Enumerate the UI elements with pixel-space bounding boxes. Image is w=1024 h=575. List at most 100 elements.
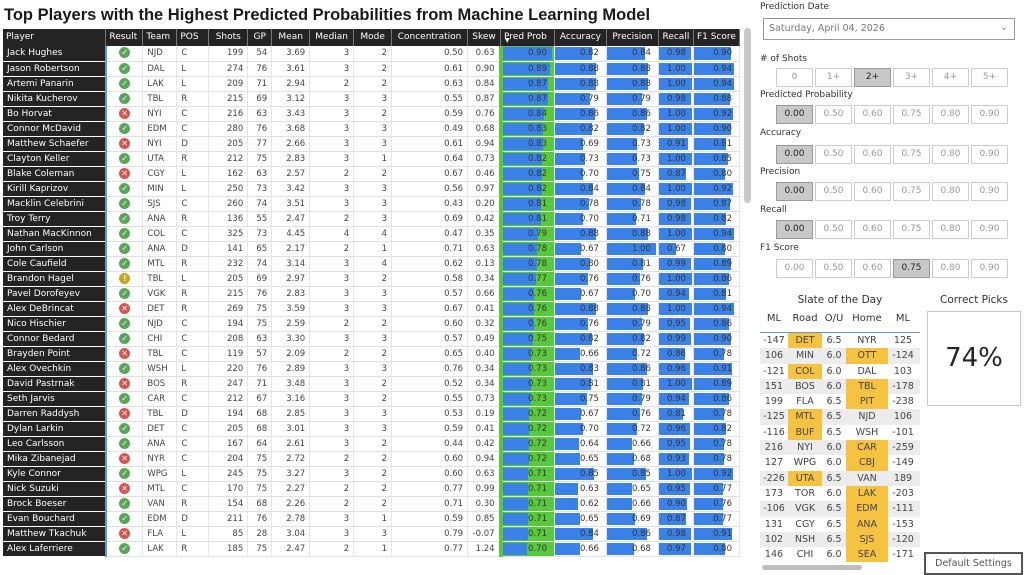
- predicted-probability-option[interactable]: 0.00: [776, 105, 813, 124]
- column-header-f1-score[interactable]: F1 Score: [693, 29, 741, 46]
- column-header-team[interactable]: Team: [142, 29, 178, 46]
- f1-score-option[interactable]: 0.90: [971, 259, 1008, 278]
- table-row[interactable]: Alex Ovechkin ✓ WSH L 220 76 2.89 3 3 0.76 0.34 0.7…: [3, 361, 741, 377]
- table-row[interactable]: Blake Coleman ✕ CGY L 162 63 2.57 2 2 0.67 0.46 0.8…: [3, 166, 741, 182]
- predicted-probability-option[interactable]: 0.60: [854, 105, 891, 124]
- shots-option[interactable]: 0: [776, 68, 813, 87]
- shots-option[interactable]: 2+: [854, 68, 891, 87]
- table-row[interactable]: Evan Bouchard ✓ EDM D 211 76 2.78 3 1 0.59 0.85 0.7…: [3, 511, 741, 527]
- table-row[interactable]: Brandon Hagel! TBL L 205 69 2.97 3 2 0.58 0.34 0.7…: [3, 271, 741, 287]
- team-cell: ANA: [142, 436, 178, 452]
- column-header-recall[interactable]: Recall: [658, 29, 694, 46]
- table-row[interactable]: Seth Jarvis ✓ CAR C 212 67 3.16 3 2 0.55 0.73 0.73 0…: [3, 391, 741, 407]
- table-row[interactable]: Alex DeBrincat ✕ DET R 269 75 3.59 3 3 0.67 0.41 0.…: [3, 301, 741, 317]
- f1-score-option[interactable]: 0.50: [815, 259, 852, 278]
- predicted-probability-option[interactable]: 0.80: [932, 105, 969, 124]
- table-row[interactable]: Kirill Kaprizov ✓ MIN L 250 73 3.42 3 3 0.56 0.97 0…: [3, 181, 741, 197]
- recall-option[interactable]: 0.90: [971, 220, 1008, 239]
- table-row[interactable]: Dylan Larkin ✓ DET C 205 68 3.01 3 3 0.59 0.41 0.72…: [3, 421, 741, 437]
- slate-road-ml: 151: [764, 380, 784, 392]
- table-row[interactable]: Artemi Panarin ✓ LAK L 209 71 2.94 2 2 0.63 0.84 0.…: [3, 76, 741, 92]
- shots-option[interactable]: 3+: [893, 68, 930, 87]
- table-row[interactable]: Cole Caufield ✓ MTL R 232 74 3.14 3 4 0.62 0.13 0.7…: [3, 256, 741, 272]
- table-row[interactable]: Troy Terry ✓ ANA R 136 55 2.47 2 3 0.69 0.42 0.81 0.…: [3, 211, 741, 227]
- table-row[interactable]: Leo Carlsson ✓ ANA C 167 64 2.61 3 2 0.44 0.42 0.72…: [3, 436, 741, 452]
- table-row[interactable]: Kyle Connor ✓ WPG L 245 75 3.27 3 2 0.60 0.63 0.71 0…: [3, 466, 741, 482]
- result-cell: ✓: [105, 151, 144, 167]
- column-header-mean[interactable]: Mean: [271, 29, 311, 46]
- gp-cell: 75: [247, 451, 273, 467]
- precision-option[interactable]: 0.00: [776, 182, 813, 201]
- predicted-probability-option[interactable]: 0.90: [971, 105, 1008, 124]
- table-row[interactable]: Nico Hischier ✓ NJD C 194 75 2.59 2 2 0.60 0.32 0.7…: [3, 316, 741, 332]
- table-row[interactable]: Connor McDavid ✓ EDM C 280 76 3.68 3 3 0.49 0.68 0.…: [3, 121, 741, 137]
- accuracy-option[interactable]: 0.80: [932, 145, 969, 164]
- column-header-shots[interactable]: Shots: [208, 29, 249, 46]
- f1-value: 0.94: [713, 303, 732, 314]
- prediction-date-dropdown[interactable]: Saturday, April 04, 2026 ⌄: [763, 18, 1015, 40]
- table-row[interactable]: Brayden Point ✕ TBL C 119 57 2.09 2 2 0.65 0.40 0.7…: [3, 346, 741, 362]
- predicted-probability-option[interactable]: 0.50: [815, 105, 852, 124]
- recall-value: 0.87: [666, 168, 686, 179]
- default-settings-button[interactable]: Default Settings: [924, 552, 1023, 575]
- f1-bar: [693, 47, 732, 60]
- accuracy-option[interactable]: 0.90: [971, 145, 1008, 164]
- table-row[interactable]: Nathan MacKinnon ✓ COL C 325 73 4.45 4 4 0.47 0.35…: [3, 226, 741, 242]
- table-row[interactable]: Pavel Dorofeyev ✓ VGK R 215 76 2.83 3 3 0.57 0.66 0…: [3, 286, 741, 302]
- precision-cell: 0.84: [606, 46, 659, 62]
- column-header-gp[interactable]: GP: [247, 29, 273, 46]
- table-row[interactable]: John Carlson ✓ ANA D 141 65 2.17 2 1 0.71 0.63 0.78…: [3, 241, 741, 257]
- recall-option[interactable]: 0.75: [893, 220, 930, 239]
- shots-option[interactable]: 4+: [932, 68, 969, 87]
- precision-option[interactable]: 0.50: [815, 182, 852, 201]
- table-row[interactable]: Jason Robertson ✓ DAL L 274 76 3.61 3 2 0.61 0.90 0…: [3, 61, 741, 77]
- table-row[interactable]: Bo Horvat ✕ NYI C 216 63 3.43 3 2 0.59 0.76 0.84 0.8…: [3, 106, 741, 122]
- column-header-pos[interactable]: POS: [176, 29, 210, 46]
- column-header-player[interactable]: Player: [3, 29, 107, 46]
- precision-option[interactable]: 0.75: [893, 182, 930, 201]
- f1-score-option[interactable]: 0.80: [932, 259, 969, 278]
- table-row[interactable]: Clayton Keller ✓ UTA R 212 75 2.83 3 1 0.64 0.73 0.…: [3, 151, 741, 167]
- f1-score-option[interactable]: 0.00: [776, 259, 813, 278]
- column-header-concentration[interactable]: Concentration: [391, 29, 469, 46]
- accuracy-option[interactable]: 0.75: [893, 145, 930, 164]
- table-row[interactable]: Macklin Celebrini ✓ SJS C 260 74 3.51 3 3 0.43 0.2…: [3, 196, 741, 212]
- table-row[interactable]: Nikita Kucherov ✓ TBL R 215 69 3.12 3 3 0.55 0.87 0…: [3, 91, 741, 107]
- accuracy-option[interactable]: 0.60: [854, 145, 891, 164]
- f1-score-option[interactable]: 0.60: [854, 259, 891, 278]
- column-header-skew[interactable]: Skew: [467, 29, 502, 46]
- table-row[interactable]: Mika Zibanejad ✕ NYR C 204 75 2.72 2 2 0.60 0.94 0.…: [3, 451, 741, 467]
- recall-option[interactable]: 0.00: [776, 220, 813, 239]
- precision-option[interactable]: 0.80: [932, 182, 969, 201]
- mode-cell: 3: [353, 331, 393, 347]
- shots-option[interactable]: 5+: [971, 68, 1008, 87]
- table-row[interactable]: Darren Raddysh ✕ TBL D 194 68 2.85 3 3 0.53 0.19 0.…: [3, 406, 741, 422]
- table-row[interactable]: Brock Boeser ✓ VAN R 154 68 2.26 2 2 0.71 0.30 0.71…: [3, 496, 741, 512]
- precision-value: 0.86: [631, 108, 651, 119]
- table-row[interactable]: Alex Laferriere ✓ LAK R 185 75 2.47 2 1 0.77 1.24 0…: [3, 541, 741, 557]
- table-row[interactable]: David Pastrnak ✕ BOS R 247 71 3.48 3 2 0.52 0.34 0.…: [3, 376, 741, 392]
- column-header-median[interactable]: Median: [309, 29, 355, 46]
- recall-option[interactable]: 0.60: [854, 220, 891, 239]
- accuracy-option[interactable]: 0.00: [776, 145, 813, 164]
- column-header-mode[interactable]: Mode: [353, 29, 393, 46]
- column-header-pred-prob[interactable]: Pred Prob ▼: [500, 29, 555, 46]
- accuracy-option[interactable]: 0.50: [815, 145, 852, 164]
- table-row[interactable]: Jack Hughes ✓ NJD C 199 54 3.69 3 2 0.50 0.63 0.90 0…: [3, 46, 741, 62]
- table-row[interactable]: Matthew Tkachuk ✕ FLA L 85 28 3.04 3 3 0.79 -0.07 0…: [3, 526, 741, 542]
- table-row[interactable]: Nick Suzuki ✕ MTL C 170 75 2.27 2 2 0.77 0.99 0.71 0…: [3, 481, 741, 497]
- column-header-precision[interactable]: Precision: [606, 29, 659, 46]
- column-header-result[interactable]: Result: [105, 29, 144, 46]
- precision-option[interactable]: 0.60: [854, 182, 891, 201]
- precision-option[interactable]: 0.90: [971, 182, 1008, 201]
- table-row[interactable]: Connor Bedard ✓ CHI C 208 63 3.30 3 3 0.57 0.49 0.7…: [3, 331, 741, 347]
- table-vertical-scrollbar[interactable]: [744, 28, 751, 203]
- table-row[interactable]: Matthew Schaefer ✕ NYI D 205 77 2.66 3 3 0.61 0.94…: [3, 136, 741, 152]
- predicted-probability-option[interactable]: 0.75: [893, 105, 930, 124]
- recall-option[interactable]: 0.80: [932, 220, 969, 239]
- shots-option[interactable]: 1+: [815, 68, 852, 87]
- slate-horizontal-scrollbar[interactable]: [762, 565, 862, 570]
- f1-score-option[interactable]: 0.75: [893, 259, 930, 278]
- recall-option[interactable]: 0.50: [815, 220, 852, 239]
- column-header-accuracy[interactable]: Accuracy: [554, 29, 607, 46]
